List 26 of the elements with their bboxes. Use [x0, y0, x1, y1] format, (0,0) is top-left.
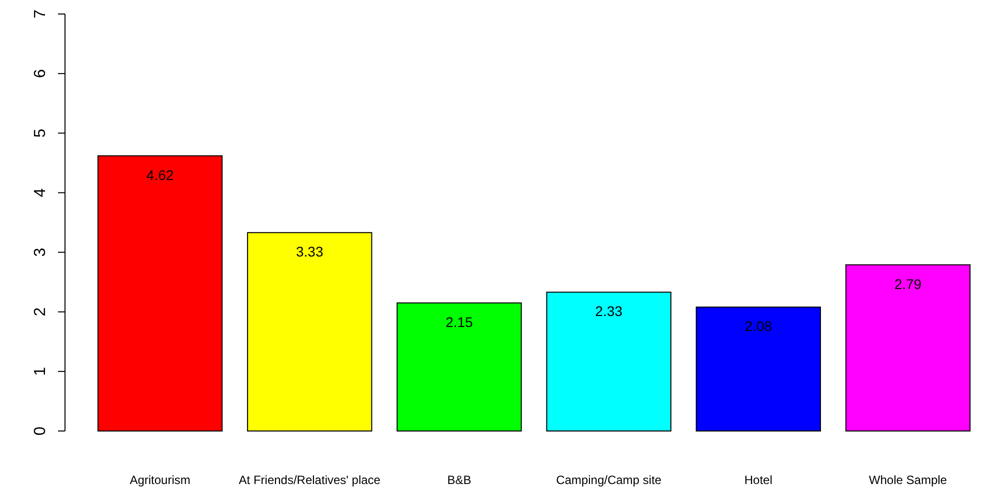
y-tick-label: 3 — [32, 248, 49, 257]
data-label: 4.62 — [146, 166, 174, 183]
x-tick-label: Agritourism — [130, 473, 190, 487]
y-tick-label: 1 — [32, 366, 49, 376]
y-tick-label: 2 — [32, 307, 49, 316]
y-tick-label: 5 — [32, 128, 49, 138]
bar — [845, 264, 971, 432]
data-label: 2.15 — [446, 314, 474, 330]
data-label: 3.33 — [296, 244, 324, 260]
y-tick-label: 6 — [32, 69, 49, 78]
x-tick-label: Whole Sample — [868, 473, 948, 487]
data-label: 2.08 — [744, 318, 772, 334]
y-tick-label: 4 — [32, 188, 49, 198]
x-tick-label: At Friends/Relatives' place — [238, 473, 381, 487]
y-tick-label: 0 — [32, 426, 49, 436]
x-tick-label: B&B — [447, 473, 472, 487]
bar — [97, 155, 223, 432]
data-label: 2.33 — [595, 303, 623, 320]
x-tick-label: Camping/Camp site — [556, 473, 662, 487]
y-tick-label: 7 — [32, 9, 49, 18]
bar — [396, 302, 522, 432]
bar — [247, 232, 372, 432]
bar — [546, 292, 672, 432]
bar — [696, 306, 821, 432]
x-tick-label: Hotel — [744, 473, 772, 487]
data-label: 2.79 — [894, 276, 922, 292]
